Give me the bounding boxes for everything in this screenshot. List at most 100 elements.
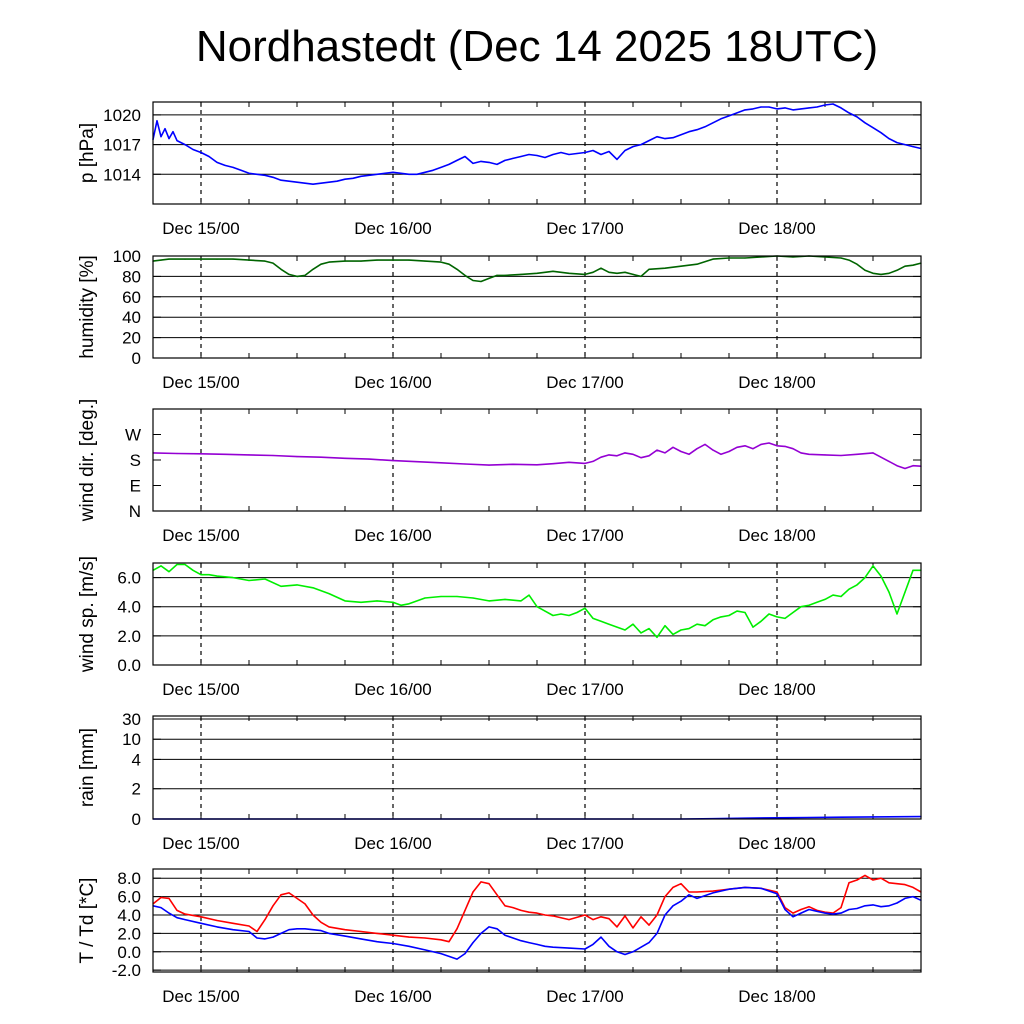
point-humidity-humidity-28 <box>480 280 482 283</box>
point-humidity-humidity-36 <box>584 273 586 275</box>
point-wind-speed-wind-speed-46 <box>664 625 666 627</box>
point-temperature-t-30 <box>480 881 482 883</box>
point-wind-speed-wind-speed-28 <box>520 600 522 602</box>
point-pressure-p-21 <box>296 181 298 183</box>
point-humidity-humidity-47 <box>696 263 698 265</box>
point-pressure-p-63 <box>632 146 634 148</box>
xtick-label-temperature-1: Dec 16/00 <box>354 987 432 1006</box>
point-pressure-p-33 <box>392 171 394 173</box>
point-wind-speed-wind-speed-72 <box>872 565 874 567</box>
point-temperature-t-5 <box>200 916 202 918</box>
point-temperature-td-2 <box>168 912 170 914</box>
point-temperature-t-39 <box>552 915 554 917</box>
point-pressure-p-76 <box>736 112 738 114</box>
point-humidity-humidity-13 <box>304 274 306 276</box>
point-temperature-td-69 <box>848 908 850 911</box>
point-temperature-td-10 <box>264 938 266 940</box>
point-temperature-t-6 <box>216 919 218 922</box>
point-temperature-td-73 <box>880 906 882 908</box>
point-pressure-p-89 <box>840 107 842 109</box>
point-temperature-td-52 <box>672 905 674 907</box>
point-wind-direction-wind-dir-44 <box>784 445 786 447</box>
point-temperature-td-42 <box>592 943 594 946</box>
xtick-label-wind-speed-1: Dec 16/00 <box>354 680 432 699</box>
point-wind-direction-wind-dir-34 <box>704 443 706 445</box>
point-temperature-t-1 <box>160 896 162 899</box>
point-wind-speed-wind-speed-48 <box>680 629 682 631</box>
ytick-label-temperature-2: 2.0 <box>117 924 141 943</box>
series-pressure-p <box>152 103 922 185</box>
point-temperature-t-55 <box>696 891 698 893</box>
point-temperature-t-25 <box>440 939 442 941</box>
point-temperature-td-23 <box>408 945 410 947</box>
point-temperature-td-43 <box>600 936 602 938</box>
point-pressure-p-62 <box>624 149 626 152</box>
ytick-label-temperature-3: 4.0 <box>117 906 141 925</box>
point-wind-speed-wind-speed-33 <box>560 613 562 615</box>
point-temperature-td-12 <box>280 932 282 935</box>
point-wind-direction-wind-dir-22 <box>608 454 610 456</box>
ytick-label-humidity-1: 20 <box>122 329 141 348</box>
point-pressure-p-18 <box>272 176 274 178</box>
point-wind-speed-wind-speed-66 <box>824 598 826 601</box>
point-temperature-td-37 <box>536 943 538 946</box>
point-humidity-humidity-62 <box>888 272 890 274</box>
point-temperature-td-77 <box>912 896 914 898</box>
point-pressure-p-23 <box>312 183 314 185</box>
point-temperature-t-50 <box>656 914 658 916</box>
point-wind-direction-wind-dir-11 <box>416 461 418 463</box>
point-humidity-humidity-17 <box>344 260 346 262</box>
point-wind-speed-wind-speed-23 <box>440 595 442 598</box>
point-wind-direction-wind-dir-37 <box>728 450 730 453</box>
point-pressure-p-41 <box>456 159 458 161</box>
xtick-label-rain-2: Dec 17/00 <box>546 834 624 853</box>
point-temperature-t-2 <box>168 897 170 900</box>
point-pressure-p-69 <box>680 134 682 136</box>
point-pressure-p-54 <box>560 151 562 154</box>
point-temperature-t-13 <box>288 892 290 894</box>
ytick-label-temperature-4: 6.0 <box>117 888 141 907</box>
point-humidity-humidity-53 <box>792 256 794 258</box>
point-humidity-humidity-45 <box>664 267 666 269</box>
point-humidity-humidity-23 <box>440 261 442 263</box>
xtick-label-rain-1: Dec 16/00 <box>354 834 432 853</box>
point-temperature-t-41 <box>584 914 586 916</box>
point-wind-speed-wind-speed-34 <box>568 614 570 617</box>
point-wind-direction-wind-dir-55 <box>904 467 906 470</box>
point-pressure-p-74 <box>720 118 722 120</box>
point-rain-accumulated-rain-7 <box>872 816 874 818</box>
point-wind-direction-wind-dir-56 <box>912 465 914 467</box>
point-temperature-t-37 <box>536 912 538 914</box>
point-wind-direction-wind-dir-35 <box>712 449 714 451</box>
point-temperature-t-27 <box>456 928 458 930</box>
point-pressure-p-3 <box>164 128 166 130</box>
ytick-label-humidity-0: 0 <box>132 349 141 368</box>
point-pressure-p-36 <box>416 173 418 175</box>
point-temperature-t-12 <box>280 894 282 896</box>
point-temperature-td-49 <box>648 942 650 944</box>
point-wind-direction-wind-dir-16 <box>536 464 538 466</box>
point-temperature-t-63 <box>800 908 802 911</box>
point-wind-direction-wind-dir-42 <box>768 442 770 444</box>
point-temperature-t-77 <box>912 886 914 889</box>
ytick-label-rain-3: 10 <box>122 730 141 749</box>
point-temperature-t-3 <box>176 909 178 912</box>
point-pressure-p-53 <box>552 153 554 156</box>
xtick-label-pressure-2: Dec 17/00 <box>546 219 624 238</box>
panel-temperature: -2.00.02.04.06.08.0 Dec 15/00 Dec 16/00 Dec… <box>77 868 922 1006</box>
point-temperature-td-13 <box>288 929 290 931</box>
point-temperature-td-27 <box>456 958 458 960</box>
point-wind-speed-wind-speed-37 <box>592 617 594 620</box>
point-temperature-t-43 <box>600 916 602 918</box>
point-wind-speed-wind-speed-18 <box>376 600 378 602</box>
point-wind-direction-wind-dir-2 <box>200 453 202 455</box>
point-wind-direction-wind-dir-13 <box>464 463 466 465</box>
point-wind-direction-wind-dir-1 <box>176 452 178 455</box>
point-pressure-p-19 <box>280 179 282 181</box>
point-humidity-humidity-15 <box>320 263 322 265</box>
point-temperature-t-18 <box>328 926 330 928</box>
ytick-label-pressure-2: 1020 <box>103 106 141 125</box>
point-wind-direction-wind-dir-4 <box>248 454 250 456</box>
